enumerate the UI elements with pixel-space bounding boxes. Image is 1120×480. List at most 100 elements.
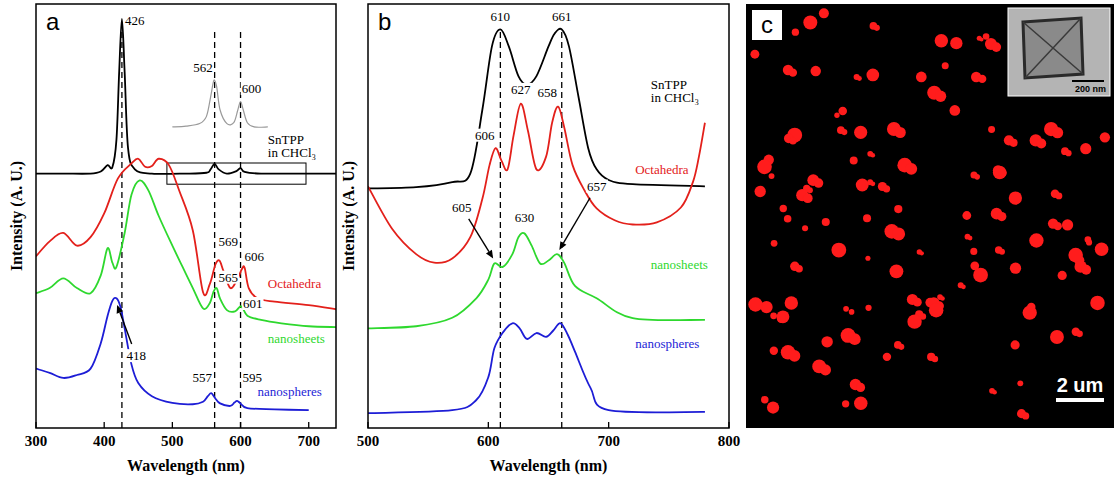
spectrum-line bbox=[36, 180, 336, 327]
annotation-arrow bbox=[563, 198, 590, 243]
fluorescent-particle bbox=[780, 205, 787, 212]
scale-bar bbox=[1056, 398, 1104, 402]
fluorescent-particle bbox=[1009, 191, 1022, 204]
label-patch bbox=[242, 297, 264, 310]
micrograph-panel: 200 nmc2 um bbox=[746, 4, 1114, 428]
fluorescent-particle bbox=[998, 169, 1006, 177]
fluorescent-particle bbox=[841, 129, 847, 135]
fluorescent-particle bbox=[761, 396, 768, 403]
panel-letter: a bbox=[46, 8, 60, 35]
fluorescent-particle bbox=[848, 332, 853, 337]
peak-label: 661 bbox=[552, 9, 572, 24]
series-label: nanosheets bbox=[651, 257, 708, 272]
fluorescent-particle bbox=[949, 105, 960, 116]
label-patch bbox=[192, 371, 214, 384]
fluorescent-particle bbox=[785, 296, 798, 309]
x-tick-label: 600 bbox=[477, 433, 500, 449]
x-tick bbox=[240, 422, 241, 428]
fluorescent-particle bbox=[807, 187, 813, 193]
fluorescent-particle bbox=[777, 314, 786, 323]
fluorescent-particle bbox=[913, 298, 922, 307]
fluorescent-particle bbox=[819, 8, 829, 18]
fluorescent-particle bbox=[748, 297, 762, 311]
peak-label: 630 bbox=[515, 210, 535, 225]
label-patch bbox=[514, 211, 536, 224]
fluorescent-particle bbox=[856, 179, 869, 192]
fluorescent-particle bbox=[1081, 265, 1091, 275]
inset-scale-label: 200 nm bbox=[1075, 84, 1106, 94]
spectrum-line bbox=[368, 29, 705, 189]
fluorescent-particle bbox=[1036, 139, 1046, 149]
series-label: SnTPPin CHCl₃ bbox=[268, 132, 316, 160]
fluorescent-particle bbox=[907, 314, 921, 328]
figure: 300400500600700Wavelength (nm)Intensity … bbox=[0, 0, 1120, 480]
fluorescent-particle bbox=[980, 37, 984, 41]
peak-label: 610 bbox=[491, 9, 511, 24]
x-tick-label: 600 bbox=[229, 433, 252, 449]
fluorescent-particle bbox=[1010, 263, 1021, 274]
label-patch bbox=[218, 271, 240, 284]
panel-letter-box bbox=[752, 10, 782, 40]
fluorescent-particle bbox=[789, 68, 797, 76]
peak-label: 601 bbox=[243, 296, 263, 311]
tem-edge bbox=[1025, 18, 1081, 78]
peak-label: 657 bbox=[587, 179, 607, 194]
series-label-line: nanospheres bbox=[258, 384, 322, 399]
arrow-head bbox=[486, 250, 493, 259]
fluorescent-particle bbox=[770, 346, 778, 354]
fluorescent-particle bbox=[1095, 242, 1109, 256]
fluorescent-particle bbox=[892, 227, 905, 240]
fluorescent-particle bbox=[905, 163, 917, 175]
fluorescent-particle bbox=[821, 336, 832, 347]
label-patch bbox=[241, 371, 263, 384]
x-tick-label: 300 bbox=[25, 433, 48, 449]
label-patch bbox=[192, 61, 214, 74]
fluorescent-particle bbox=[1058, 271, 1067, 280]
label-patch bbox=[243, 250, 265, 263]
panel-letter: b bbox=[378, 8, 391, 35]
peak-label: 606 bbox=[475, 128, 495, 143]
series-label-line: nanosheets bbox=[268, 331, 325, 346]
scale-bar-label: 2 um bbox=[1057, 374, 1104, 396]
peak-label: 595 bbox=[242, 370, 262, 385]
peak-label: 569 bbox=[219, 234, 239, 249]
spectrum-line bbox=[368, 233, 705, 328]
fluorescent-particle bbox=[814, 178, 823, 187]
fluorescent-particle bbox=[1085, 236, 1092, 243]
x-tick-label: 800 bbox=[718, 433, 741, 449]
fluorescent-particle bbox=[940, 296, 945, 301]
fluorescent-particle bbox=[1011, 340, 1020, 349]
fluorescent-particle bbox=[802, 225, 808, 231]
spectrum-panel: 500600700800Wavelength (nm)Intensity (A.… bbox=[340, 4, 740, 475]
fluorescent-particle bbox=[834, 113, 839, 118]
label-patch bbox=[537, 86, 559, 99]
spectrum-line bbox=[368, 323, 705, 413]
series-label: Octahedra bbox=[268, 276, 322, 291]
x-tick-label: 700 bbox=[297, 433, 320, 449]
fluorescent-particle bbox=[894, 205, 902, 213]
fluorescent-particle bbox=[1009, 139, 1017, 147]
fluorescent-particle bbox=[770, 312, 777, 319]
label-patch bbox=[586, 180, 608, 193]
label-patch bbox=[551, 10, 573, 23]
fluorescent-particle bbox=[750, 50, 759, 59]
x-axis-title: Wavelength (nm) bbox=[490, 457, 608, 475]
fluorescent-particle bbox=[932, 356, 939, 363]
fluorescent-particle bbox=[973, 268, 988, 283]
fluorescent-particle bbox=[838, 107, 847, 116]
fluorescent-particle bbox=[993, 166, 1007, 180]
peak-label: 565 bbox=[219, 270, 239, 285]
x-tick bbox=[308, 422, 309, 428]
plot-frame bbox=[36, 4, 336, 428]
fluorescent-particle bbox=[970, 248, 977, 255]
fluorescent-particle bbox=[767, 401, 779, 413]
fluorescent-particle bbox=[757, 160, 772, 175]
fluorescent-particle bbox=[850, 156, 858, 164]
fluorescent-particle bbox=[1050, 330, 1064, 344]
fluorescent-particle bbox=[883, 185, 890, 192]
fluorescent-particle bbox=[962, 211, 971, 220]
fluorescent-particle bbox=[803, 193, 813, 203]
x-tick bbox=[367, 422, 368, 428]
fluorescent-particle bbox=[961, 284, 966, 289]
fluorescent-particle bbox=[854, 396, 867, 409]
